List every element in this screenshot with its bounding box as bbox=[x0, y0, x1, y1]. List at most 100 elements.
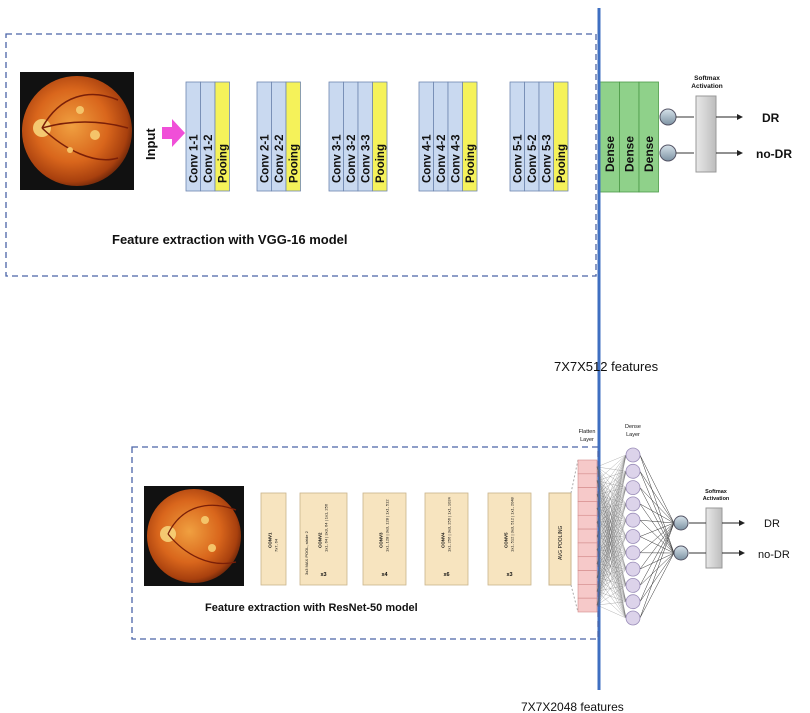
vgg-layer-label: Conv 5-3 bbox=[541, 134, 553, 183]
vgg-layer-label: Conv 2-2 bbox=[274, 134, 286, 183]
resnet-caption: Feature extraction with ResNet-50 model bbox=[205, 602, 418, 614]
vgg-layer-label: Conv 4-3 bbox=[450, 134, 462, 183]
resnet-softmax-block bbox=[705, 507, 723, 569]
vgg-layer-label: Conv 1-1 bbox=[188, 134, 200, 183]
flatten-cell bbox=[577, 556, 598, 571]
dense-neuron bbox=[625, 496, 641, 512]
resnet-stage-sub: 1x1, 128 | 3x3, 128 | 1x1, 512 bbox=[385, 499, 390, 552]
resnet-output-dr: DR bbox=[764, 518, 780, 530]
dense-label: Dense bbox=[625, 424, 641, 430]
flatten-label: Flatten bbox=[579, 429, 596, 435]
input-arrow-icon bbox=[162, 119, 185, 147]
resnet-softmax-label: Softmax bbox=[705, 489, 728, 495]
dense-neuron bbox=[625, 512, 641, 528]
resnet-output-node bbox=[673, 515, 689, 531]
flatten-cell bbox=[577, 570, 598, 585]
vgg-layer-label: Pooing bbox=[288, 144, 300, 183]
vgg-retina-image bbox=[20, 72, 134, 190]
resnet-stage-label: CONV1 bbox=[268, 532, 273, 548]
vgg-caption: Feature extraction with VGG-16 model bbox=[112, 232, 348, 247]
vgg-layer-label: Conv 4-1 bbox=[421, 134, 433, 183]
flatten-layer bbox=[577, 459, 598, 613]
resnet-retina-image bbox=[144, 486, 244, 586]
vgg-dense-label: Dense bbox=[642, 136, 656, 172]
dense-neuron bbox=[625, 594, 641, 610]
dense-neuron bbox=[625, 463, 641, 479]
dense-neuron bbox=[625, 480, 641, 496]
vgg-pool-layer bbox=[214, 81, 230, 192]
resnet-stage-sub: 7x7, 64 bbox=[274, 538, 279, 552]
vgg-layer-label: Conv 3-3 bbox=[360, 134, 372, 183]
flatten-cell bbox=[577, 514, 598, 530]
vgg-layer-label: Conv 1-2 bbox=[203, 134, 215, 183]
vgg-conv-blocks: Conv 1-1 Conv 1-2 Pooing Conv 2-1 Conv 2-2 Po… bbox=[185, 81, 569, 192]
resnet-stage-sub: 1x1, 64 | 3x3, 64 | 1x1, 256 bbox=[324, 503, 329, 552]
resnet-stage-sub: 1x1, 512 | 3x3, 512 | 1x1, 2048 bbox=[510, 496, 515, 552]
flatten-cell bbox=[577, 597, 598, 613]
vgg-pool-layer bbox=[372, 81, 388, 192]
vgg-layer-label: Conv 5-2 bbox=[527, 134, 539, 183]
vgg-layer-label: Conv 3-1 bbox=[331, 134, 343, 183]
resnet-output-no-dr: no-DR bbox=[758, 549, 790, 561]
vgg-pool-layer bbox=[285, 81, 301, 192]
resnet-stage-block bbox=[362, 492, 407, 586]
resnet-stages: CONV1 7x7, 64 CONV2 1x1, 64 | 3x3, 64 | 1x1… bbox=[260, 492, 532, 586]
vgg-node-2 bbox=[659, 144, 677, 162]
vgg-layer-label: Pooing bbox=[375, 144, 387, 183]
resnet-maxpool-label: 3x3 MAX POOL, stride 2 bbox=[304, 530, 309, 575]
resnet-stage-label: CONV3 bbox=[379, 532, 384, 548]
vgg-layer-label: Pooing bbox=[465, 144, 477, 183]
vgg-layer-label: Conv 5-1 bbox=[512, 134, 524, 183]
resnet-stage-block bbox=[260, 492, 287, 586]
dense-neuron bbox=[625, 578, 641, 593]
resnet-stage-label: CONV2 bbox=[318, 532, 323, 548]
dense-layer-label: Layer bbox=[626, 432, 640, 438]
vgg-layer-label: Pooing bbox=[556, 144, 568, 183]
vgg-dense-layer bbox=[638, 81, 659, 193]
vgg-layer-label: Conv 2-1 bbox=[259, 134, 271, 183]
resnet-stage-block bbox=[299, 492, 348, 586]
vgg-dashed-frame bbox=[5, 33, 597, 277]
vgg-layer-label: Pooing bbox=[217, 144, 229, 183]
flatten-cell bbox=[577, 473, 598, 488]
resnet-repeat-label: x3 bbox=[506, 572, 512, 578]
resnet-stage-block bbox=[487, 492, 532, 586]
vgg-pool-layer bbox=[553, 81, 569, 192]
vgg-input-label: Input bbox=[143, 128, 158, 160]
resnet-avg-pool-label: AVG POOLING bbox=[558, 526, 564, 560]
flatten-cell bbox=[577, 528, 598, 544]
resnet-output-node bbox=[673, 545, 689, 561]
flatten-cell bbox=[577, 487, 598, 502]
resnet-repeat-label: x4 bbox=[381, 572, 388, 578]
vgg-dense-label: Dense bbox=[623, 136, 637, 172]
flatten-layer-label: Layer bbox=[580, 437, 594, 443]
resnet-features-label: 7X7X2048 features bbox=[521, 700, 624, 713]
vgg-layer-label: Conv 4-2 bbox=[436, 134, 448, 183]
vgg-softmax-label: Softmax bbox=[694, 75, 720, 82]
resnet-stage-sub: 1x1, 256 | 3x3, 256 | 1x1, 1024 bbox=[447, 496, 452, 552]
flatten-cell bbox=[577, 584, 598, 599]
dense-neuron bbox=[625, 561, 641, 577]
vgg-layer-label: Conv 3-2 bbox=[346, 134, 358, 183]
resnet-avg-pool bbox=[548, 492, 572, 586]
vgg-softmax-block bbox=[695, 95, 717, 173]
dense-layer-network bbox=[596, 447, 689, 626]
vgg-features-label: 7X7X512 features bbox=[554, 359, 659, 374]
vgg-pool-layer bbox=[462, 81, 478, 192]
dense-neuron bbox=[625, 545, 641, 561]
vgg-output-dr: DR bbox=[762, 111, 780, 125]
vgg-node-1 bbox=[659, 108, 677, 126]
resnet-repeat-label: x3 bbox=[320, 572, 326, 578]
flatten-cell bbox=[577, 459, 598, 475]
vgg-dense-label: Dense bbox=[603, 136, 617, 172]
resnet-repeat-label: x6 bbox=[443, 572, 449, 578]
resnet-stage-label: CONV5 bbox=[504, 532, 509, 548]
dense-neuron bbox=[625, 447, 641, 463]
dense-neuron bbox=[625, 529, 641, 544]
resnet-stage-block bbox=[424, 492, 469, 586]
resnet-dashed-frame bbox=[131, 446, 599, 640]
vgg-activation-label: Activation bbox=[691, 83, 722, 90]
resnet-activation-label: Activation bbox=[703, 496, 730, 502]
resnet-stage-label: CONV4 bbox=[441, 532, 446, 548]
